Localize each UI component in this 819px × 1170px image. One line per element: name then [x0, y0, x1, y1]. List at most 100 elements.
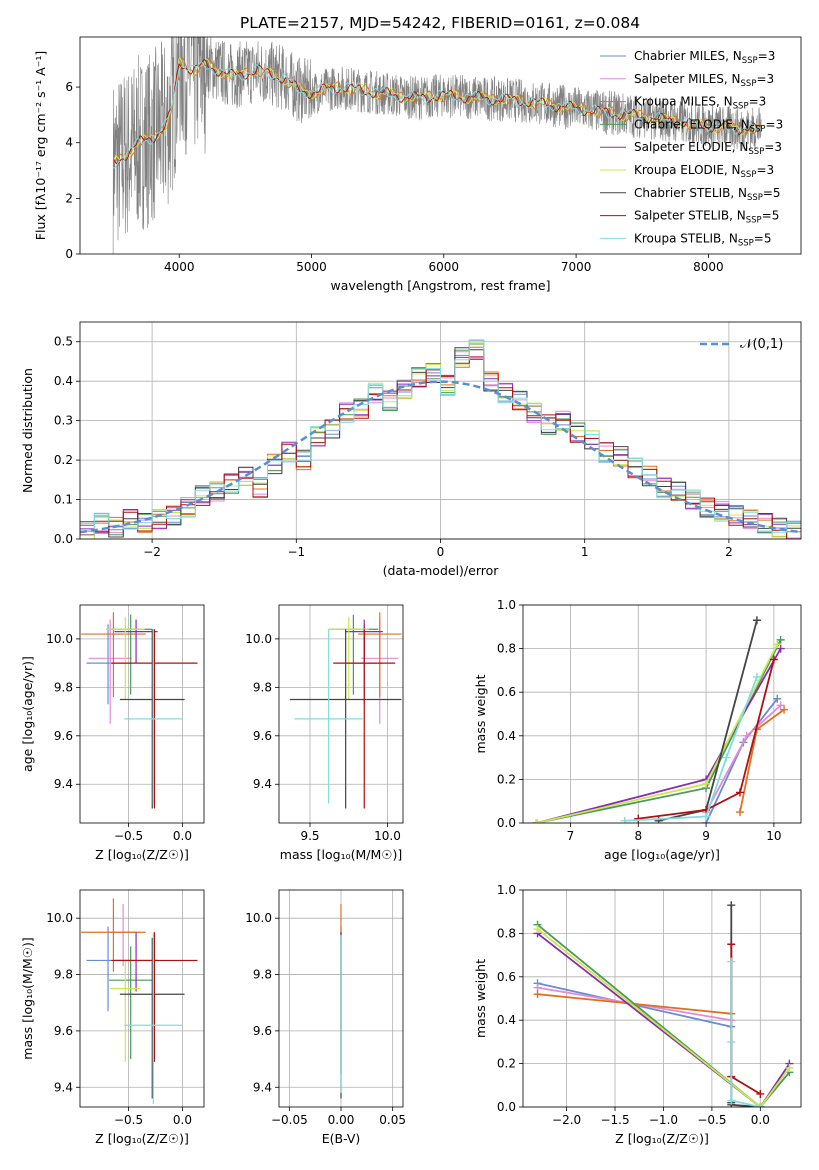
x-tick-label: −0.5 — [697, 1113, 726, 1127]
plot-area-spectrum — [112, 37, 762, 254]
legend-label-chabrier_miles: Chabrier MILES, NSSP=3 — [634, 49, 775, 66]
figure-title: PLATE=2157, MJD=54242, FIBERID=0161, z=0… — [240, 14, 640, 32]
weight-marker-kroupa_stelib — [727, 957, 736, 966]
model-line-kroupa_elodie — [112, 56, 761, 162]
plot-area-age_vs_Z — [81, 612, 198, 809]
y-tick-label: 9.6 — [253, 1024, 272, 1038]
y-tick-label: 0.0 — [497, 816, 516, 830]
y-tick-label: 9.8 — [253, 968, 272, 982]
weight-marker-chabrier_stelib — [752, 616, 761, 625]
weight-marker-kroupa_miles — [533, 990, 542, 999]
y-tick-label: 0.0 — [497, 1100, 516, 1114]
y-axis-label: age [log₁₀(age/yr)] — [20, 656, 35, 772]
x-tick-label: 9 — [702, 829, 710, 843]
weight-marker-kroupa_elodie — [532, 819, 541, 823]
x-tick-label: −1.0 — [649, 1113, 678, 1127]
y-tick-label: 10.0 — [46, 632, 73, 646]
y-tick-label: 0.8 — [497, 642, 516, 656]
x-tick-label: 4000 — [164, 260, 195, 274]
panel-mass_vs_EBV: −0.05 0.00 0.05 9.4 9.6 9.8 10.0 E(B-V) — [245, 889, 406, 1146]
x-tick-label: 7 — [567, 829, 575, 843]
legend-label-gaussian: 𝒩(0,1) — [740, 337, 783, 352]
panel-weight_vs_age: 7 8 9 10 0.0 0.2 0.4 0.6 0.8 1.0 age [log₁₀(age/yr… — [473, 598, 802, 862]
y-tick-label: 9.8 — [54, 680, 73, 694]
x-tick-label: 0.0 — [173, 1113, 192, 1127]
x-tick-label: 7000 — [561, 260, 592, 274]
plot-area-weight_vs_age — [532, 616, 789, 823]
weight-marker-kroupa_stelib — [752, 672, 761, 681]
legend-label-salpeter_stelib: Salpeter STELIB, NSSP=5 — [634, 209, 779, 226]
legend-label-chabrier_elodie: Chabrier ELODIE, NSSP=3 — [634, 117, 783, 134]
y-tick-label: 0.2 — [54, 453, 73, 467]
x-tick-label: −2 — [143, 545, 161, 559]
weight-marker-salpeter_stelib — [769, 655, 778, 664]
x-tick-label: −1 — [287, 545, 305, 559]
x-tick-label: 0.0 — [751, 1113, 770, 1127]
gaussian-curve — [80, 380, 801, 534]
y-axis-label: mass [log₁₀(M/M☉)] — [20, 937, 35, 1059]
x-axis-label: age [log₁₀(age/yr)] — [604, 847, 720, 862]
weight-marker-chabrier_stelib — [727, 901, 736, 910]
weight-marker-kroupa_miles — [735, 808, 744, 817]
x-tick-label: 0 — [437, 545, 445, 559]
y-tick-label: 0.0 — [54, 532, 73, 546]
x-tick-label: 0.00 — [328, 1113, 355, 1127]
x-tick-label: −0.5 — [114, 829, 143, 843]
axes-frame — [278, 889, 404, 1108]
panel-residuals: −2 −1 0 1 2 0.0 0.1 0.2 0.3 0.4 0.5 (data-model)/er… — [20, 321, 802, 578]
axes-frame — [278, 604, 404, 824]
panel-weight_vs_Z: −2.0 −1.5 −1.0 −0.5 0.0 0.0 0.2 0.4 0.6 0.8 1.0 Z [… — [473, 883, 802, 1146]
y-tick-label: 1.0 — [497, 598, 516, 612]
y-tick-label: 0.6 — [497, 970, 516, 984]
axes-frame — [79, 36, 802, 255]
x-tick-label: 8 — [634, 829, 642, 843]
y-tick-label: 10.0 — [245, 632, 272, 646]
plot-area-residuals — [80, 339, 801, 539]
y-tick-label: 9.4 — [253, 777, 272, 791]
x-tick-label: 10.0 — [374, 829, 401, 843]
weight-marker-kroupa_elodie — [533, 925, 542, 934]
weight-marker-salpeter_elodie — [776, 644, 785, 653]
y-tick-label: 10.0 — [245, 911, 272, 925]
weight-line-salpeter_elodie — [536, 932, 791, 1107]
x-axis-label: mass [log₁₀(M/M☉)] — [280, 847, 402, 862]
axes-frame — [522, 604, 802, 824]
x-tick-label: −1.5 — [600, 1113, 629, 1127]
plot-area-mass_vs_Z — [81, 898, 198, 1105]
y-tick-label: 9.4 — [54, 777, 73, 791]
x-axis-label: (data-model)/error — [383, 563, 500, 578]
weight-line-kroupa_stelib — [624, 676, 758, 822]
axes-frame — [79, 321, 802, 540]
weight-marker-kroupa_stelib — [620, 816, 629, 823]
y-tick-label: 0.2 — [497, 1057, 516, 1071]
x-tick-label: 10 — [766, 829, 781, 843]
x-tick-label: −0.05 — [271, 1113, 308, 1127]
plot-area-age_vs_mass — [289, 612, 402, 809]
x-axis-label: Z [log₁₀(Z/Z☉)] — [95, 847, 189, 862]
y-tick-label: 0.4 — [497, 729, 516, 743]
weight-marker-salpeter_stelib — [735, 788, 744, 797]
legend-label-chabrier_stelib: Chabrier STELIB, NSSP=5 — [634, 186, 781, 203]
y-tick-label: 1.0 — [497, 883, 516, 897]
x-tick-label: −0.5 — [114, 1113, 143, 1127]
spectrum-legend: Chabrier MILES, NSSP=3 Salpeter MILES, NS… — [600, 49, 783, 248]
y-axis-label: Flux [fλ10⁻¹⁷ erg cm⁻² s⁻¹ A⁻¹] — [33, 51, 48, 240]
x-tick-label: 0.05 — [379, 1113, 406, 1127]
panel-spectrum: 4000 5000 6000 7000 8000 0 2 4 6 wavelength [Angs… — [33, 36, 802, 293]
weight-marker-salpeter_miles — [742, 731, 751, 740]
weight-marker-kroupa_stelib — [727, 1096, 736, 1105]
legend-label-salpeter_miles: Salpeter MILES, NSSP=3 — [634, 72, 774, 89]
y-axis-label: mass weight — [473, 959, 488, 1038]
y-tick-label: 0.2 — [497, 772, 516, 786]
weight-marker-salpeter_stelib — [634, 814, 643, 823]
y-tick-label: 0.1 — [54, 493, 73, 507]
y-tick-label: 9.6 — [253, 729, 272, 743]
y-tick-label: 4 — [65, 136, 73, 150]
weight-marker-kroupa_elodie — [785, 1063, 794, 1072]
weight-marker-chabrier_miles — [773, 694, 782, 703]
x-axis-label: E(B-V) — [322, 1131, 361, 1146]
axes-frame — [79, 604, 205, 824]
y-tick-label: 9.4 — [54, 1080, 73, 1094]
legend-label-kroupa_stelib: Kroupa STELIB, NSSP=5 — [634, 231, 772, 248]
charts-group: 4000 5000 6000 7000 8000 0 2 4 6 wavelength [Angs… — [20, 36, 802, 1146]
